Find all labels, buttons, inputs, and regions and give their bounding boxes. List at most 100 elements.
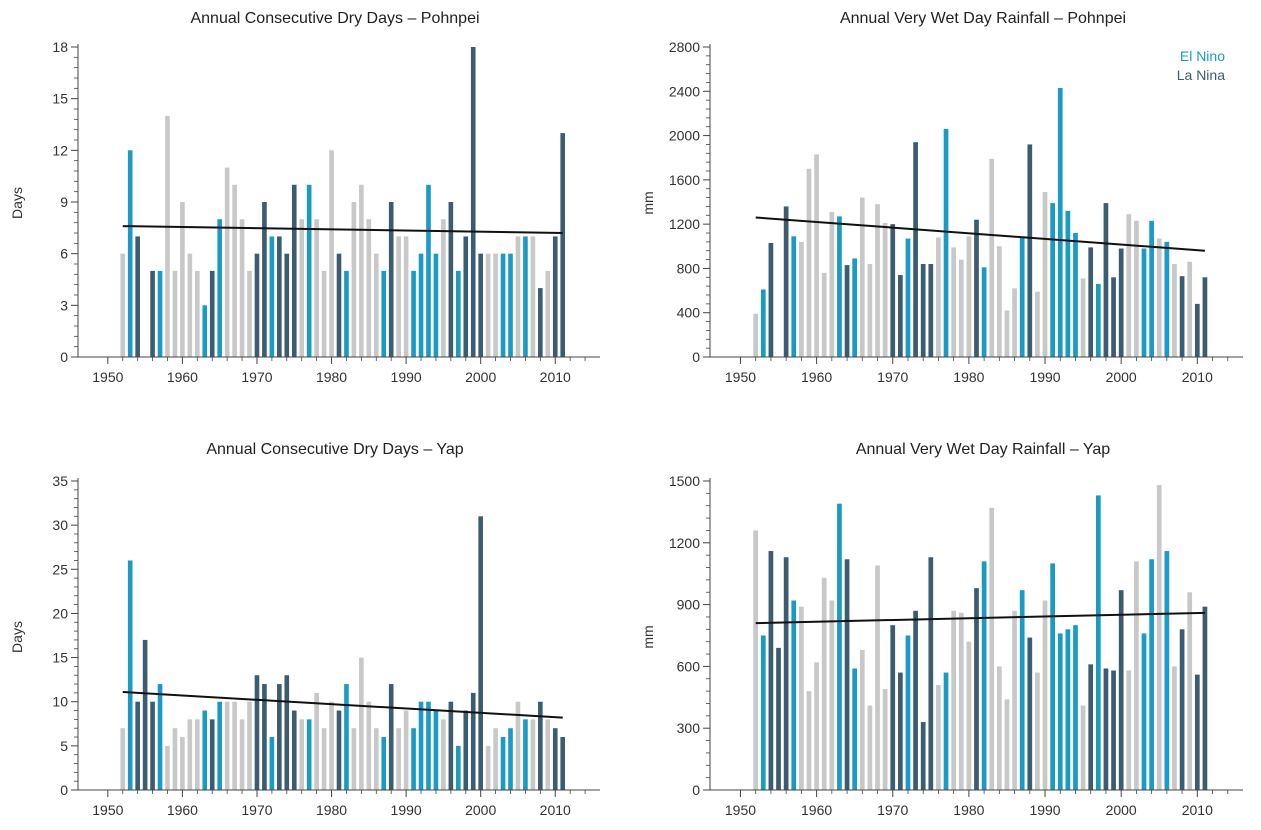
bar-1996 xyxy=(448,202,454,357)
bar-1983 xyxy=(351,728,357,790)
y-tick-label: 1200 xyxy=(669,216,700,232)
bar-1992 xyxy=(418,701,424,790)
y-tick-label: 0 xyxy=(692,782,700,798)
x-tick-label: 1970 xyxy=(877,802,908,818)
chart-pohnpei-wet-day-rainfall: Annual Very Wet Day Rainfall – Pohnpei m… xyxy=(640,10,1243,385)
bar-1989 xyxy=(1035,291,1040,357)
bar-1999 xyxy=(1111,277,1116,357)
x-tick-label: 2010 xyxy=(540,802,571,818)
y-tick-label: 12 xyxy=(52,142,68,158)
plot-area: 0 400 800 1200 1600 2000 2400 2800 1950 1960 1970 1… xyxy=(669,39,1243,385)
x-tick-label: 1990 xyxy=(391,802,422,818)
bar-1993 xyxy=(1065,210,1071,357)
bar-1974 xyxy=(284,253,290,357)
bar-2004 xyxy=(508,253,513,357)
bar-1974 xyxy=(920,264,926,357)
bar-1982 xyxy=(344,684,349,790)
bar-1963 xyxy=(837,216,842,357)
bar-1985 xyxy=(1004,699,1010,790)
bar-1971 xyxy=(898,672,903,790)
bar-2009 xyxy=(545,719,551,790)
bar-1976 xyxy=(936,237,941,357)
bar-1960 xyxy=(814,662,819,790)
x-tick-label: 1980 xyxy=(953,369,984,385)
bar-2011 xyxy=(560,133,566,357)
bar-2007 xyxy=(1172,666,1177,790)
x-tick-label: 1980 xyxy=(953,802,984,818)
bar-2004 xyxy=(508,728,513,790)
bar-1980 xyxy=(329,701,334,790)
bar-1958 xyxy=(799,606,804,790)
bar-1991 xyxy=(411,728,416,790)
bar-2006 xyxy=(523,236,528,357)
bar-2001 xyxy=(485,253,491,357)
bar-1975 xyxy=(928,557,934,790)
bar-1970 xyxy=(890,625,896,790)
bar-1981 xyxy=(974,219,979,357)
bar-1956 xyxy=(783,557,789,790)
bar-1982 xyxy=(981,267,987,357)
bar-1956 xyxy=(150,701,155,790)
bar-1955 xyxy=(776,647,781,790)
bar-1965 xyxy=(852,668,858,790)
bar-1996 xyxy=(448,701,454,790)
bar-1975 xyxy=(291,184,297,357)
bar-1955 xyxy=(142,639,148,790)
bar-2001 xyxy=(485,745,491,790)
bar-1992 xyxy=(1057,633,1063,790)
bar-1985 xyxy=(1004,310,1010,357)
bar-1962 xyxy=(829,600,835,790)
bar-1961 xyxy=(187,253,193,357)
bar-1977 xyxy=(943,128,949,357)
bar-1976 xyxy=(936,684,941,790)
y-tick-label: 600 xyxy=(677,658,701,674)
x-tick-label: 1980 xyxy=(316,802,347,818)
bar-1997 xyxy=(1095,495,1101,790)
y-tick-label: 15 xyxy=(52,91,68,107)
x-tick-label: 1970 xyxy=(241,369,272,385)
y-tick-label: 0 xyxy=(60,349,68,365)
y-tick-label: 15 xyxy=(52,650,68,666)
bar-1993 xyxy=(426,184,431,357)
x-tick-label: 1990 xyxy=(1029,802,1060,818)
bar-1958 xyxy=(165,745,170,790)
bar-1967 xyxy=(232,184,237,357)
chart-title: Annual Consecutive Dry Days – Pohnpei xyxy=(190,10,479,27)
y-tick-label: 300 xyxy=(677,720,701,736)
bar-2003 xyxy=(500,253,506,357)
bar-1980 xyxy=(966,236,972,357)
bar-1997 xyxy=(456,745,461,790)
bar-1977 xyxy=(306,184,312,357)
bar-2007 xyxy=(1172,264,1177,357)
bar-1968 xyxy=(239,219,245,357)
bar-1972 xyxy=(905,238,911,357)
y-tick-label: 3 xyxy=(60,297,68,313)
x-tick-label: 1990 xyxy=(1029,369,1060,385)
bar-1976 xyxy=(299,219,305,357)
bar-1989 xyxy=(396,728,401,790)
bar-1974 xyxy=(920,722,926,790)
bar-2002 xyxy=(1134,220,1139,357)
bar-1988 xyxy=(388,202,394,357)
y-tick-label: 1200 xyxy=(669,535,700,551)
bar-1999 xyxy=(470,47,476,357)
bar-1972 xyxy=(905,635,911,790)
bar-1960 xyxy=(814,154,819,357)
bar-1995 xyxy=(1080,278,1086,357)
bar-1966 xyxy=(859,197,865,357)
y-tick-label: 800 xyxy=(677,260,701,276)
bar-1969 xyxy=(882,223,888,357)
bar-1959 xyxy=(172,728,178,790)
bar-1961 xyxy=(187,719,193,790)
bar-2009 xyxy=(1187,261,1193,357)
bar-1965 xyxy=(852,258,858,357)
bar-1988 xyxy=(1027,637,1033,790)
y-tick-label: 20 xyxy=(52,605,68,621)
bar-1953 xyxy=(760,635,766,790)
bar-1965 xyxy=(217,219,222,357)
bar-1973 xyxy=(277,236,282,357)
bar-1987 xyxy=(1019,590,1025,790)
bar-1996 xyxy=(1088,664,1094,790)
bar-1992 xyxy=(418,253,424,357)
bar-1978 xyxy=(314,692,319,790)
